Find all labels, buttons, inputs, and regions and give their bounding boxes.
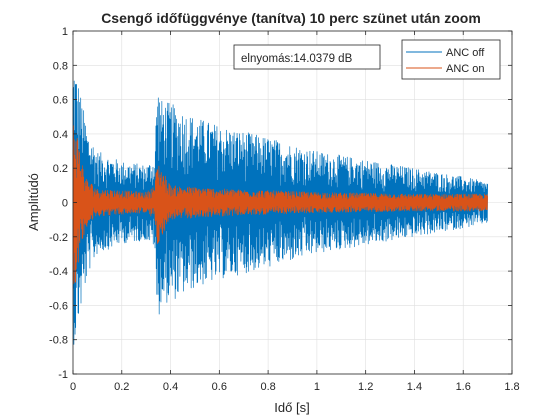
y-tick-label: 0.6 xyxy=(53,95,68,107)
series-line-anc-on xyxy=(72,125,488,284)
chart-title: Csengő időfüggvénye (tanítva) 10 perc sz… xyxy=(101,10,481,26)
x-tick-label: 1.4 xyxy=(407,381,422,393)
x-tick-label: 0.8 xyxy=(260,381,275,393)
y-tick-label: -0.6 xyxy=(49,300,68,312)
annotation-frame xyxy=(233,44,381,70)
legend-label-anc-on: ANC on xyxy=(446,63,485,75)
annotation-text: elnyomás:14.0379 dB xyxy=(241,53,353,65)
x-tick-label: 0.2 xyxy=(114,381,129,393)
y-tick-label: 1 xyxy=(62,26,68,38)
x-tick-label: 1.2 xyxy=(358,381,373,393)
x-tick-label: 1 xyxy=(314,381,320,393)
legend-frame xyxy=(401,39,501,80)
x-tick-label: 1.6 xyxy=(456,381,471,393)
y-axis-label: Amplitúdó xyxy=(26,173,41,231)
annotation-box: elnyomás:14.0379 dB xyxy=(233,44,381,70)
y-tick-label: -0.2 xyxy=(49,232,68,244)
series-layer xyxy=(72,80,488,345)
series-line-anc-off xyxy=(72,80,488,345)
legend-label-anc-off: ANC off xyxy=(446,47,485,59)
y-tick-label: -0.4 xyxy=(49,266,68,278)
ticks: 0 0.2 0.4 0.6 0.8 1 1.2 1.4 1.6 1.8 -1 -0.8 -0.6 -0.4… xyxy=(49,26,520,393)
x-tick-label: 0 xyxy=(70,381,76,393)
x-tick-label: 0.4 xyxy=(163,381,178,393)
x-axis-label: Idő [s] xyxy=(274,400,309,415)
y-tick-label: -0.8 xyxy=(49,335,68,347)
legend: ANC off ANC on xyxy=(401,39,501,80)
y-tick-label: 0.4 xyxy=(53,129,68,141)
x-tick-label: 0.6 xyxy=(212,381,227,393)
x-tick-label: 1.8 xyxy=(504,381,519,393)
y-tick-label: 0.8 xyxy=(53,60,68,72)
y-tick-label: -1 xyxy=(58,369,68,381)
plot-axes: 0 0.2 0.4 0.6 0.8 1 1.2 1.4 1.6 1.8 -1 -0.8 -0.6 -0.4… xyxy=(49,26,520,393)
y-tick-label: 0 xyxy=(62,198,68,210)
y-tick-label: 0.2 xyxy=(53,163,68,175)
